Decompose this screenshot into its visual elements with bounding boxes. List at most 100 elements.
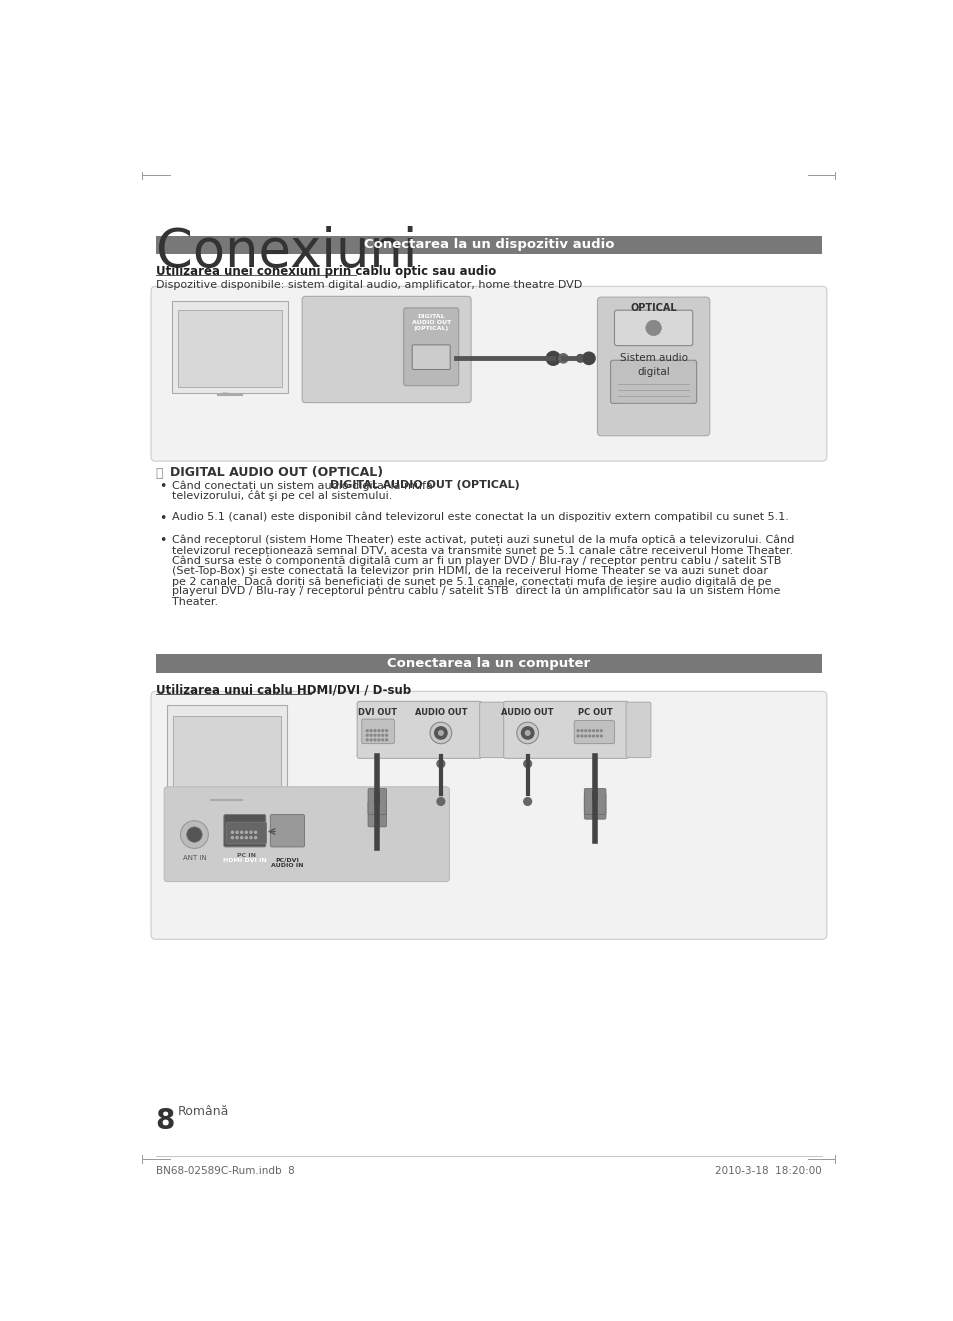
Circle shape — [374, 729, 375, 732]
Circle shape — [235, 836, 238, 839]
Circle shape — [588, 729, 590, 732]
Text: PC/DVI
AUDIO IN: PC/DVI AUDIO IN — [271, 857, 303, 868]
Circle shape — [370, 734, 372, 736]
Text: Când sursa este o componentă digitală cum ar fi un player DVD / Blu-ray / recept: Când sursa este o componentă digitală cu… — [172, 555, 781, 565]
Text: Sistem audio
digital: Sistem audio digital — [618, 353, 687, 376]
Text: •: • — [159, 511, 167, 524]
FancyBboxPatch shape — [167, 705, 287, 798]
FancyBboxPatch shape — [368, 789, 386, 815]
Circle shape — [435, 727, 447, 740]
Circle shape — [596, 734, 598, 737]
Text: •: • — [159, 535, 167, 547]
Text: Conectarea la un computer: Conectarea la un computer — [387, 657, 590, 670]
FancyBboxPatch shape — [503, 701, 628, 758]
Circle shape — [245, 836, 247, 839]
Text: pe 2 canale. Dacă doriți să beneficiați de sunet pe 5.1 canale, conectați mufa d: pe 2 canale. Dacă doriți să beneficiați … — [172, 576, 771, 587]
Text: Utilizarea unui cablu HDMI/DVI / D-sub: Utilizarea unui cablu HDMI/DVI / D-sub — [155, 684, 411, 696]
Text: Utilizarea unei conexiuni prin cablu optic sau audio: Utilizarea unei conexiuni prin cablu opt… — [155, 264, 496, 277]
FancyBboxPatch shape — [302, 296, 471, 403]
FancyBboxPatch shape — [368, 801, 386, 827]
FancyBboxPatch shape — [151, 691, 826, 939]
FancyBboxPatch shape — [574, 721, 614, 744]
Circle shape — [546, 351, 559, 366]
Bar — [155, 654, 821, 672]
Circle shape — [438, 731, 443, 736]
Text: Conexiuni: Conexiuni — [155, 226, 416, 279]
FancyBboxPatch shape — [479, 703, 504, 757]
FancyBboxPatch shape — [270, 815, 304, 847]
Circle shape — [374, 734, 375, 736]
Text: PC OUT: PC OUT — [578, 708, 612, 716]
Circle shape — [436, 760, 444, 768]
Circle shape — [370, 738, 372, 741]
FancyBboxPatch shape — [403, 308, 458, 386]
Circle shape — [228, 790, 231, 793]
Text: Dispozitive disponibile: sistem digital audio, amplificator, home theatre DVD: Dispozitive disponibile: sistem digital … — [155, 280, 581, 291]
Circle shape — [580, 734, 582, 737]
Circle shape — [370, 729, 372, 732]
Circle shape — [517, 723, 537, 744]
Circle shape — [366, 734, 368, 736]
Circle shape — [525, 731, 530, 736]
Text: Când receptorul (sistem Home Theater) este activat, puteți auzi sunetul de la mu: Când receptorul (sistem Home Theater) es… — [172, 535, 794, 546]
Circle shape — [576, 354, 583, 362]
Circle shape — [577, 734, 578, 737]
Text: AUDIO OUT: AUDIO OUT — [501, 708, 554, 716]
Circle shape — [219, 790, 222, 793]
Circle shape — [580, 729, 582, 732]
Text: DIGITAL AUDIO OUT (OPTICAL): DIGITAL AUDIO OUT (OPTICAL) — [330, 481, 519, 490]
FancyBboxPatch shape — [597, 297, 709, 436]
FancyBboxPatch shape — [625, 703, 650, 757]
Text: •: • — [159, 481, 167, 493]
Circle shape — [592, 734, 594, 737]
Text: Theater.: Theater. — [172, 597, 218, 606]
Text: DVI OUT: DVI OUT — [357, 708, 396, 716]
Text: Când conectați un sistem audio digital la mufa: Când conectați un sistem audio digital l… — [172, 481, 436, 491]
FancyBboxPatch shape — [164, 787, 449, 881]
Circle shape — [232, 836, 233, 839]
Bar — [155, 235, 821, 254]
Text: OPTICAL: OPTICAL — [630, 303, 677, 313]
Circle shape — [645, 320, 660, 336]
Circle shape — [385, 734, 387, 736]
FancyBboxPatch shape — [610, 361, 696, 403]
Circle shape — [385, 738, 387, 741]
Text: DIGITAL
AUDIO OUT
(OPTICAL): DIGITAL AUDIO OUT (OPTICAL) — [411, 314, 451, 332]
Text: BN68-02589C-Rum.indb  8: BN68-02589C-Rum.indb 8 — [155, 1165, 294, 1176]
Bar — [178, 310, 282, 387]
Circle shape — [584, 734, 586, 737]
Circle shape — [592, 729, 594, 732]
Circle shape — [523, 760, 531, 768]
FancyBboxPatch shape — [583, 789, 605, 815]
FancyBboxPatch shape — [412, 345, 450, 370]
FancyBboxPatch shape — [151, 287, 826, 461]
Circle shape — [599, 729, 601, 732]
Circle shape — [245, 831, 247, 834]
Circle shape — [366, 738, 368, 741]
Circle shape — [596, 729, 598, 732]
FancyBboxPatch shape — [172, 301, 288, 394]
Circle shape — [377, 738, 379, 741]
Circle shape — [254, 836, 256, 839]
Text: televizorul recepționează semnal DTV, acesta va transmite sunet pe 5.1 canale că: televizorul recepționează semnal DTV, ac… — [172, 544, 792, 556]
Text: ANT IN: ANT IN — [182, 856, 206, 861]
FancyBboxPatch shape — [583, 793, 605, 819]
Bar — [173, 716, 281, 791]
Text: playerul DVD / Blu-ray / receptorul pentru cablu / satelit STB  direct la un amp: playerul DVD / Blu-ray / receptorul pent… — [172, 587, 780, 596]
Circle shape — [588, 734, 590, 737]
Text: Română: Română — [177, 1104, 229, 1118]
Circle shape — [250, 836, 252, 839]
Text: televizorului, cât şi pe cel al sistemului.: televizorului, cât şi pe cel al sistemul… — [172, 491, 392, 501]
Circle shape — [240, 831, 242, 834]
Circle shape — [254, 831, 256, 834]
Circle shape — [377, 734, 379, 736]
Text: 2010-3-18  18:20:00: 2010-3-18 18:20:00 — [715, 1165, 821, 1176]
Circle shape — [582, 353, 595, 365]
Circle shape — [377, 729, 379, 732]
Circle shape — [558, 354, 567, 363]
Circle shape — [436, 798, 444, 806]
Circle shape — [385, 729, 387, 732]
Circle shape — [223, 790, 226, 793]
Text: HDMI DVI IN: HDMI DVI IN — [223, 857, 267, 863]
Circle shape — [240, 836, 242, 839]
